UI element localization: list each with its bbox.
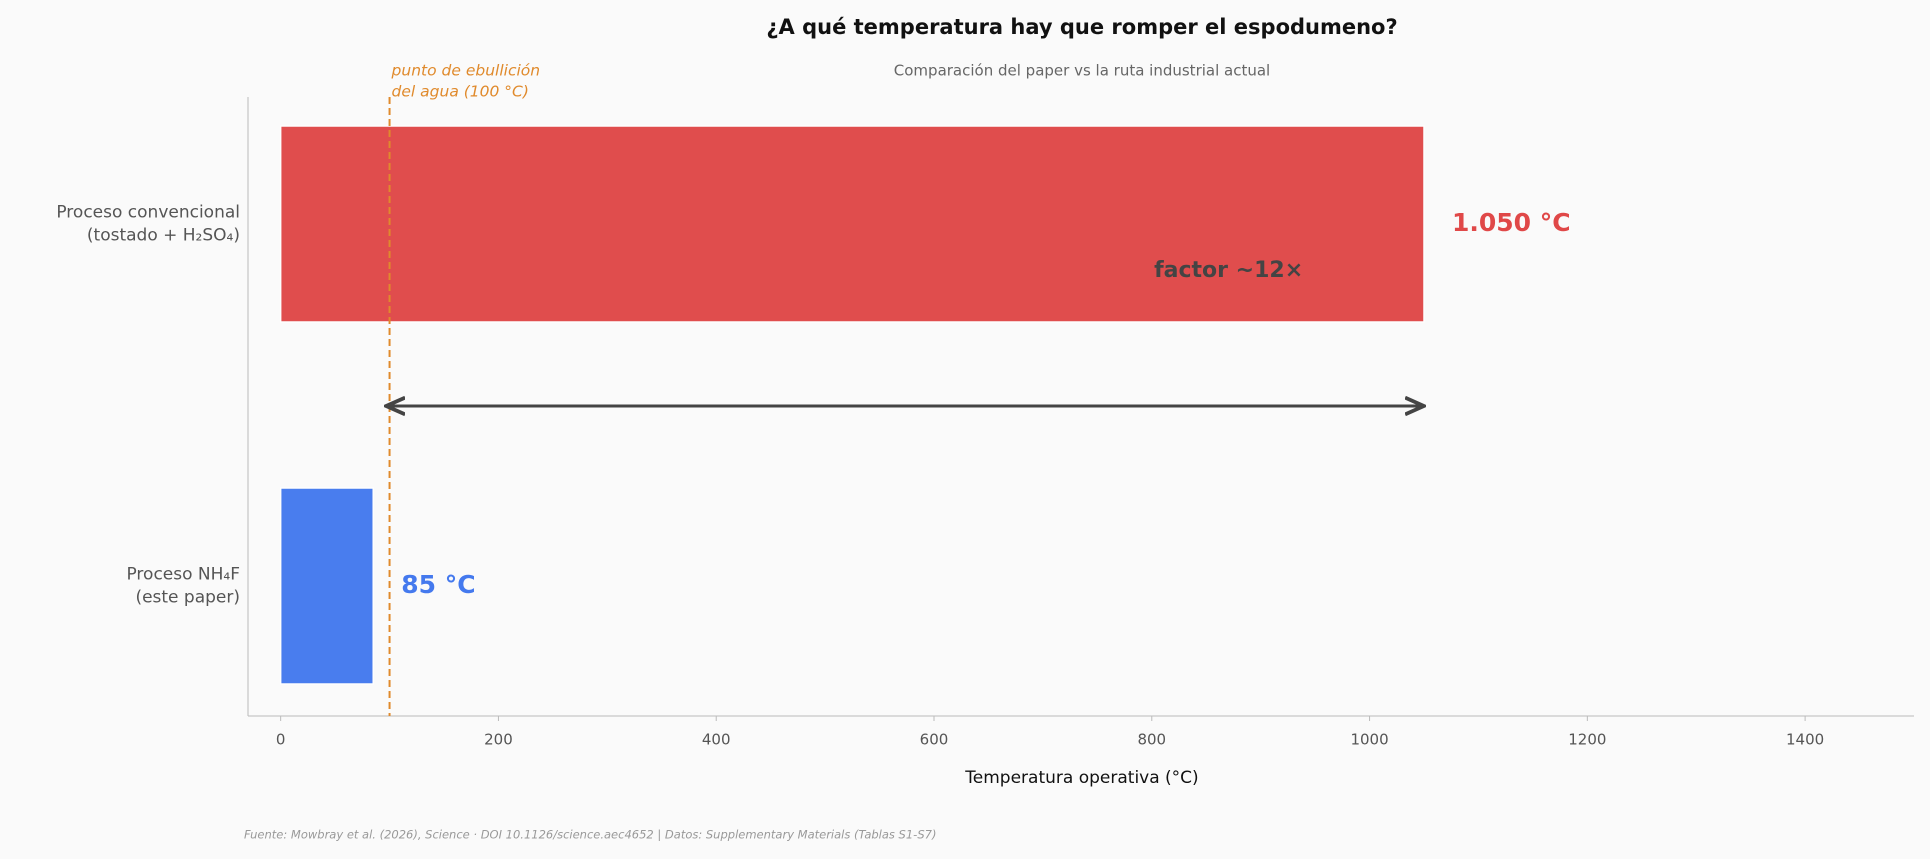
x-tick-label: 1000 [1350, 731, 1388, 749]
annotation: factor ~12× [1154, 258, 1303, 283]
x-tick-label: 1200 [1568, 731, 1606, 749]
chart-title: ¿A qué temperatura hay que romper el esp… [766, 15, 1397, 39]
x-tick-label: 0 [276, 731, 286, 749]
value-label: 85 °C [401, 570, 475, 599]
reference-label: punto de ebullición del agua (100 °C) [391, 61, 541, 100]
x-tick-label: 1400 [1786, 731, 1824, 749]
x-tick-label: 600 [920, 731, 949, 749]
x-tick-label: 800 [1137, 731, 1166, 749]
x-axis-label: Temperatura operativa (°C) [964, 768, 1198, 788]
bar [279, 487, 374, 685]
x-tick-label: 400 [702, 731, 731, 749]
y-tick-label: Proceso NH₄F (este paper) [126, 565, 240, 608]
chart-subtitle: Comparación del paper vs la ruta industr… [894, 62, 1270, 80]
bar [279, 125, 1425, 323]
y-tick-label: Proceso convencional (tostado + H₂SO₄) [56, 203, 240, 246]
x-tick-label: 200 [484, 731, 513, 749]
source-note: Fuente: Mowbray et al. (2026), Science ·… [244, 828, 936, 842]
value-label: 1.050 °C [1452, 208, 1571, 237]
